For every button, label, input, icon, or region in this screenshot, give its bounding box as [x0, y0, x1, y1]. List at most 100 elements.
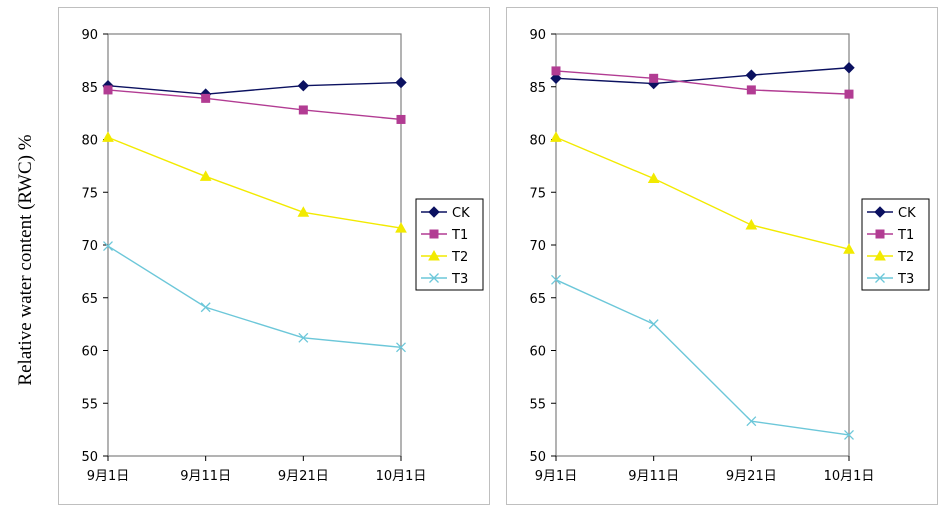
- legend-entry-t1: T1: [867, 228, 914, 243]
- y-tick-label: 70: [529, 239, 546, 254]
- x-tick-label: 9月1日: [535, 469, 578, 484]
- legend-entry-t1: T1: [421, 228, 468, 243]
- data-point-ck: [550, 72, 562, 85]
- legend: CK T1 T2 T3: [861, 198, 930, 291]
- y-tick-label: 75: [81, 186, 98, 201]
- legend: CK T1 T2 T3: [415, 198, 484, 291]
- data-point-t2: [745, 218, 758, 230]
- data-point-t2: [550, 131, 562, 142]
- series-t1: [551, 66, 854, 99]
- legend-label: CK: [452, 206, 470, 221]
- y-tick-label: 50: [529, 450, 546, 465]
- y-tick-label: 60: [529, 345, 546, 360]
- data-point-t1: [551, 66, 561, 76]
- y-tick-label: 90: [529, 28, 546, 43]
- y-tick-label: 70: [81, 239, 98, 254]
- x-tick-label: 9月21日: [278, 469, 329, 484]
- series-t2: [550, 131, 855, 254]
- legend-entry-t3: T3: [421, 272, 468, 287]
- series-t3: [103, 241, 406, 353]
- y-tick-label: 80: [81, 134, 98, 149]
- series-line-t2: [555, 136, 850, 250]
- data-point-ck: [843, 62, 855, 74]
- y-tick-label: 65: [529, 292, 546, 307]
- series-t3: [551, 274, 854, 440]
- chart-2: 50 55 60 65 70 75 80 85 90 9月1日 9月11日 9月21日 10月1日 CK T…: [506, 7, 938, 505]
- data-point-t1: [103, 85, 113, 95]
- legend-label: T3: [451, 272, 468, 287]
- data-point-t3: [103, 241, 113, 252]
- y-tick-label: 55: [81, 397, 98, 412]
- data-point-t1: [746, 85, 756, 95]
- legend-marker-t3: [429, 273, 439, 283]
- series-line-t3: [555, 279, 850, 436]
- y-tick-label: 90: [81, 28, 98, 43]
- data-point-t3: [200, 302, 211, 313]
- legend-label: T3: [897, 272, 914, 287]
- data-point-t2: [647, 172, 660, 184]
- series-line-t3: [107, 245, 402, 349]
- series-line-ck: [555, 67, 850, 85]
- legend-marker-t3: [875, 273, 885, 283]
- y-tick-label: 60: [81, 345, 98, 360]
- legend-marker-t2: [874, 249, 886, 261]
- data-point-ck: [745, 69, 758, 81]
- legend-marker-ck: [428, 206, 440, 218]
- series-ck: [550, 62, 855, 90]
- chart-1: 50 55 60 65 70 75 80 85 90 9月1日 9月11日 9月21日 10月1日 CK T…: [58, 7, 490, 505]
- data-point-t3: [298, 332, 309, 343]
- legend-entry-t3: T3: [867, 272, 914, 287]
- data-point-t1: [844, 89, 854, 99]
- y-tick-label: 65: [81, 292, 98, 307]
- y-tick-label: 55: [529, 397, 546, 412]
- y-tick-label: 80: [529, 134, 546, 149]
- x-tick-label: 10月1日: [824, 469, 875, 484]
- y-tick-label: 85: [529, 81, 546, 96]
- legend-box: [861, 198, 930, 291]
- data-point-t3: [648, 319, 659, 330]
- data-point-t1: [298, 105, 308, 115]
- data-point-ck: [395, 76, 407, 89]
- data-point-t2: [297, 206, 310, 217]
- legend-label: T1: [451, 228, 468, 243]
- data-point-t3: [396, 342, 406, 353]
- y-tick-label: 75: [529, 186, 546, 201]
- x-tick-label: 9月11日: [180, 469, 231, 484]
- data-point-t1: [396, 114, 406, 124]
- series-line-t1: [107, 89, 402, 121]
- legend-label: T2: [451, 250, 468, 265]
- data-point-t3: [844, 429, 854, 440]
- legend-label: T1: [897, 228, 914, 243]
- legend-entry-t2: T2: [867, 249, 914, 265]
- legend-label: T2: [897, 250, 914, 265]
- legend-box: [415, 198, 484, 291]
- x-tick-label: 9月21日: [726, 469, 777, 484]
- y-tick-label: 50: [81, 450, 98, 465]
- legend-marker-t2: [428, 249, 440, 261]
- legend-entry-ck: CK: [421, 206, 470, 221]
- x-tick-label: 9月11日: [628, 469, 679, 484]
- legend-marker-t1: [429, 229, 439, 239]
- legend-entry-t2: T2: [421, 249, 468, 265]
- series-line-t1: [555, 70, 850, 95]
- data-point-t2: [102, 131, 114, 142]
- legend-marker-t1: [875, 229, 885, 239]
- x-tick-label: 10月1日: [376, 469, 427, 484]
- data-point-ck: [297, 79, 310, 92]
- legend-label: CK: [898, 206, 916, 221]
- y-tick-label: 85: [81, 81, 98, 96]
- data-point-t3: [746, 416, 757, 427]
- data-point-t2: [843, 243, 855, 254]
- x-tick-label: 9月1日: [87, 469, 130, 484]
- data-point-t2: [199, 170, 212, 181]
- series-line-t2: [107, 136, 402, 229]
- data-point-t1: [649, 73, 659, 83]
- legend-entry-ck: CK: [867, 206, 916, 221]
- series-line-ck: [107, 81, 402, 95]
- data-point-t3: [551, 274, 561, 285]
- legend-marker-ck: [874, 206, 886, 218]
- data-point-t2: [395, 222, 407, 233]
- series-t1: [103, 85, 406, 124]
